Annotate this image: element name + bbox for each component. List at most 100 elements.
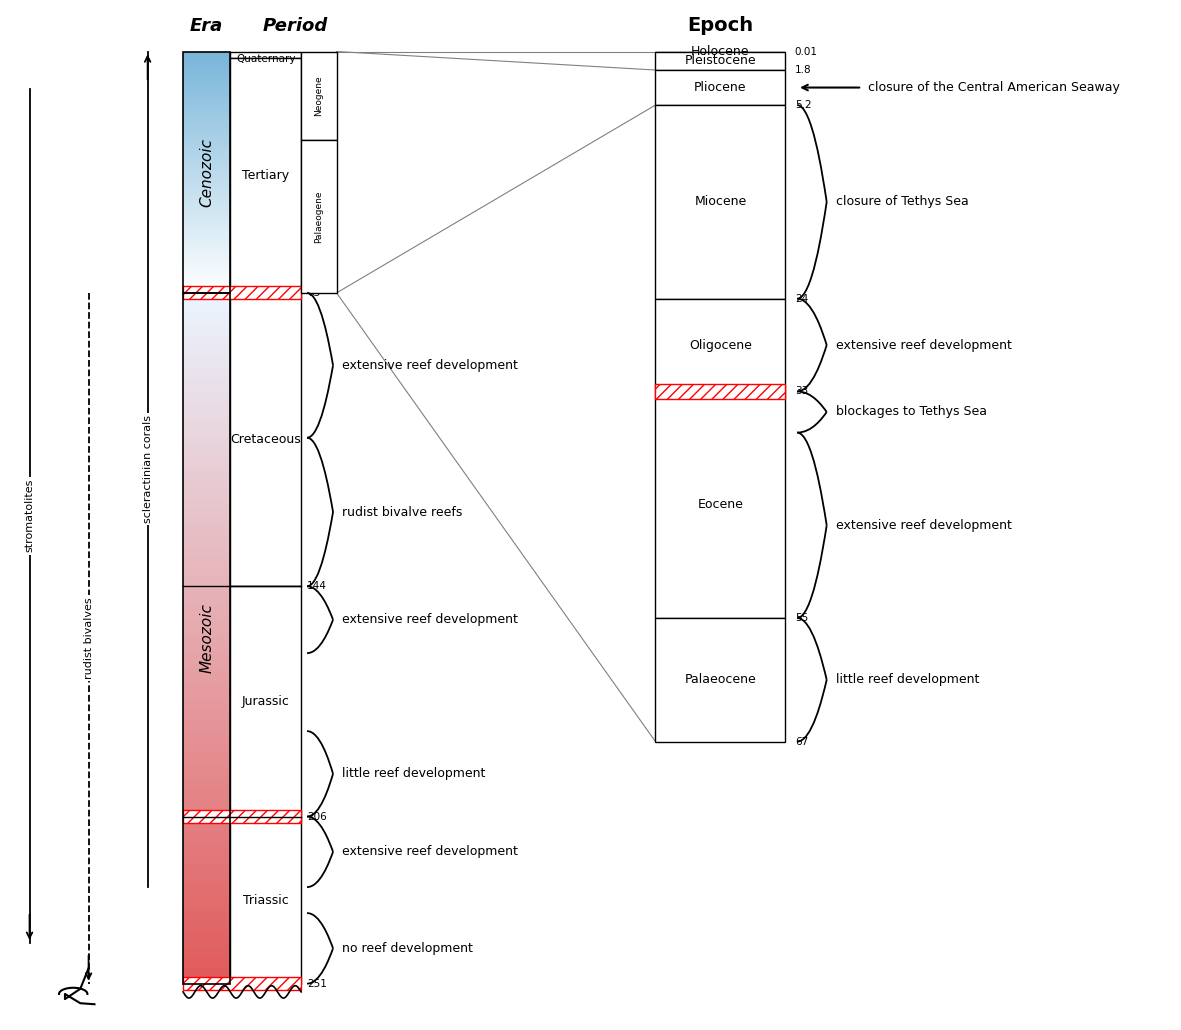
Bar: [183, 337, 230, 339]
Bar: [183, 325, 230, 328]
Bar: [183, 449, 230, 452]
Bar: [183, 636, 230, 639]
Bar: [183, 671, 230, 673]
Bar: [183, 293, 230, 984]
Text: Palaeogene: Palaeogene: [314, 191, 324, 243]
Bar: [183, 777, 230, 779]
Bar: [183, 615, 230, 618]
Bar: [183, 564, 230, 566]
Bar: [183, 700, 230, 702]
Bar: [183, 682, 230, 684]
Bar: [183, 710, 230, 712]
Text: Neogene: Neogene: [314, 75, 324, 116]
Bar: [183, 792, 230, 795]
Bar: [183, 560, 230, 562]
Bar: [655, 70, 785, 105]
Bar: [183, 850, 230, 853]
Bar: [183, 970, 230, 972]
Bar: [230, 52, 301, 58]
Bar: [183, 760, 230, 762]
Bar: [183, 468, 230, 470]
Bar: [183, 627, 230, 629]
Bar: [183, 896, 230, 898]
Bar: [183, 367, 230, 369]
Bar: [183, 357, 230, 359]
Bar: [183, 976, 230, 980]
Bar: [183, 737, 230, 740]
Text: 55: 55: [795, 613, 808, 623]
Bar: [183, 873, 230, 875]
Bar: [183, 919, 230, 922]
Text: 1.8: 1.8: [795, 65, 811, 75]
Bar: [183, 293, 230, 296]
Bar: [183, 980, 230, 982]
Text: Era: Era: [190, 16, 223, 35]
Bar: [183, 751, 230, 753]
Bar: [183, 585, 230, 588]
Bar: [183, 866, 230, 868]
Bar: [183, 464, 230, 466]
Bar: [183, 389, 230, 391]
Bar: [183, 678, 230, 680]
Bar: [183, 801, 230, 804]
Bar: [183, 344, 230, 346]
Bar: [183, 786, 230, 788]
Bar: [183, 641, 230, 643]
Bar: [183, 663, 230, 666]
Bar: [183, 650, 230, 652]
Bar: [183, 599, 230, 602]
Bar: [183, 949, 230, 952]
Bar: [183, 870, 230, 873]
Bar: [183, 408, 230, 410]
Bar: [183, 810, 301, 823]
Bar: [183, 509, 230, 512]
Bar: [183, 305, 230, 307]
Bar: [183, 901, 230, 903]
Bar: [183, 440, 230, 443]
Text: little reef development: little reef development: [836, 674, 979, 686]
Bar: [183, 380, 230, 383]
Bar: [183, 624, 230, 627]
Text: 67: 67: [795, 736, 808, 747]
Bar: [183, 926, 230, 928]
Bar: [183, 742, 230, 745]
Text: Tertiary: Tertiary: [242, 169, 289, 182]
Bar: [655, 105, 785, 299]
Bar: [183, 533, 230, 535]
Bar: [183, 880, 230, 883]
Bar: [183, 514, 230, 516]
Bar: [183, 892, 230, 894]
Bar: [183, 369, 230, 371]
Text: stromatolites: stromatolites: [25, 479, 34, 552]
Text: Mesozoic: Mesozoic: [200, 604, 214, 674]
Bar: [183, 594, 230, 596]
Bar: [183, 352, 230, 355]
Bar: [183, 717, 230, 719]
Bar: [183, 52, 230, 293]
Bar: [183, 461, 230, 464]
Bar: [230, 293, 301, 586]
Bar: [183, 836, 230, 838]
Bar: [183, 512, 230, 514]
Bar: [183, 551, 230, 553]
Bar: [183, 332, 230, 335]
Bar: [183, 878, 230, 880]
Bar: [183, 454, 230, 456]
Bar: [183, 771, 230, 775]
Bar: [183, 889, 230, 892]
Text: Quaternary: Quaternary: [236, 54, 295, 64]
Text: 144: 144: [307, 581, 327, 591]
Bar: [183, 965, 230, 967]
Bar: [183, 588, 230, 590]
Bar: [183, 708, 230, 710]
Text: Epoch: Epoch: [687, 16, 753, 35]
Bar: [183, 917, 230, 919]
Bar: [183, 698, 230, 700]
Bar: [183, 397, 230, 399]
Bar: [183, 804, 230, 806]
Bar: [183, 840, 230, 844]
Bar: [183, 318, 230, 320]
Text: 24: 24: [795, 294, 808, 304]
Bar: [183, 458, 230, 461]
Bar: [183, 548, 230, 551]
